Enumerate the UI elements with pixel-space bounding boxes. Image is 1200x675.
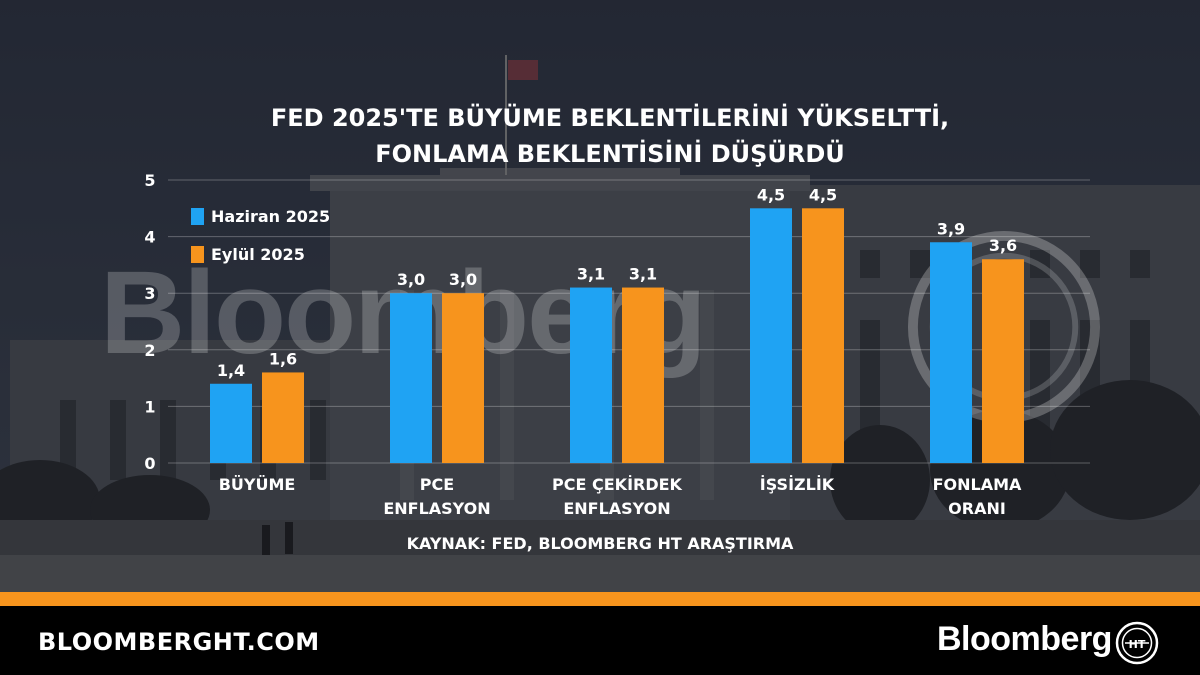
bar-chart: 0 1 2 3 4 5 1,4 3,0 3,1 4,5 3,9 1,6 3,0 3,1 4,5 3,6 BÜYÜ… [144,171,1090,518]
category-label-2-1: ENFLASYON [563,499,670,518]
data-label-haziran-3: 4,5 [757,185,785,204]
legend-label-eylul: Eylül 2025 [211,245,305,264]
accent-stripe [0,592,1200,606]
bar-eylul-0 [262,372,304,463]
y-tick-label-3: 3 [144,284,155,303]
data-label-eylul-4: 3,6 [989,236,1017,255]
bloomberg-logo-text: Bloomberg [937,620,1112,658]
bar-eylul-2 [622,287,664,463]
chart-title: FED 2025'TE BÜYÜME BEKLENTİLERİNİ YÜKSEL… [150,100,1070,172]
data-label-eylul-3: 4,5 [809,185,837,204]
footer-bar: BLOOMBERGHT.COM Bloomberg HT [0,606,1200,675]
category-label-0-0: BÜYÜME [219,475,296,494]
bar-haziran-3 [750,208,792,463]
category-label-4-0: FONLAMA [933,475,1022,494]
category-label-4-1: ORANI [948,499,1006,518]
site-url[interactable]: BLOOMBERGHT.COM [38,628,320,656]
ht-logo-text: HT [1129,638,1146,651]
legend-swatch-eylul [191,246,204,263]
ht-logo-icon: HT [1115,621,1159,665]
bar-eylul-1 [442,293,484,463]
y-tick-label-5: 5 [144,171,155,190]
category-label-3-0: İŞSİZLİK [760,475,835,494]
bar-haziran-0 [210,383,252,463]
data-label-eylul-0: 1,6 [269,349,297,368]
y-tick-label-4: 4 [144,228,155,247]
category-label-1-1: ENFLASYON [383,499,490,518]
data-label-eylul-2: 3,1 [629,265,657,284]
data-label-haziran-2: 3,1 [577,265,605,284]
legend-swatch-haziran [191,208,204,225]
chart-title-line2: FONLAMA BEKLENTİSİNİ DÜŞÜRDÜ [375,140,845,168]
y-tick-label-0: 0 [144,454,155,473]
data-label-eylul-1: 3,0 [449,270,477,289]
y-tick-label-1: 1 [144,397,155,416]
legend-item-eylul: Eylül 2025 [191,245,305,264]
data-label-haziran-4: 3,9 [937,219,965,238]
bar-eylul-3 [802,208,844,463]
category-label-1-0: PCE [420,475,454,494]
y-tick-label-2: 2 [144,341,155,360]
bar-haziran-4 [930,242,972,463]
bar-haziran-2 [570,287,612,463]
legend-label-haziran: Haziran 2025 [211,207,331,226]
bar-haziran-1 [390,293,432,463]
bar-eylul-4 [982,259,1024,463]
legend-item-haziran: Haziran 2025 [191,207,330,226]
chart-title-line1: FED 2025'TE BÜYÜME BEKLENTİLERİNİ YÜKSEL… [270,104,950,132]
fed-building-background [0,0,1200,592]
source-note: KAYNAK: FED, BLOOMBERG HT ARAŞTIRMA [406,534,794,553]
data-label-haziran-1: 3,0 [397,270,425,289]
data-label-haziran-0: 1,4 [217,361,245,380]
category-label-2-0: PCE ÇEKİRDEK [552,475,683,494]
